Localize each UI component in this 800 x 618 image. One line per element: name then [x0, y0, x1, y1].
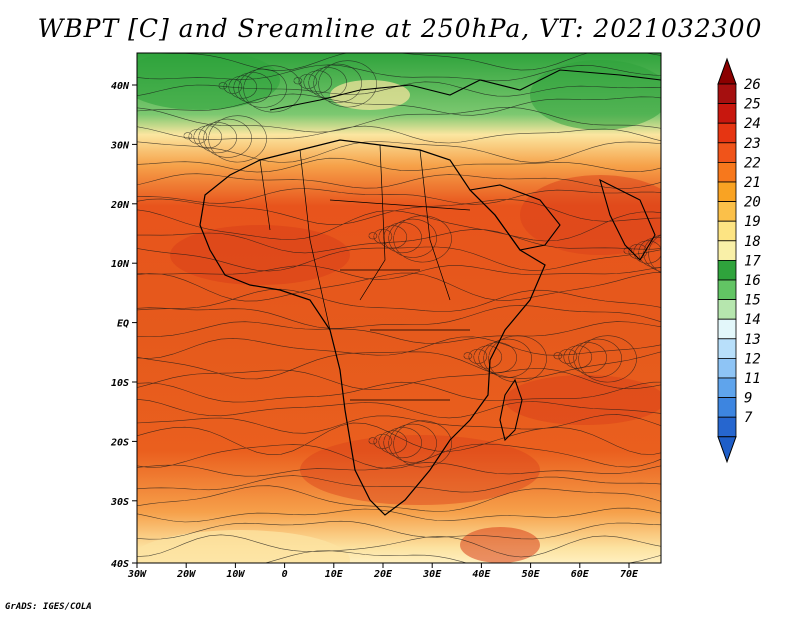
colorbar-label: 9	[744, 391, 752, 407]
lat-tick-label: EQ	[117, 319, 129, 330]
colorbar-swatch	[717, 122, 737, 144]
colorbar-swatch	[717, 103, 737, 124]
colorbar-label: 20	[744, 195, 761, 211]
colorbar-label: 23	[744, 136, 761, 152]
colorbar-swatch	[717, 220, 737, 242]
colorbar-swatch	[717, 181, 737, 203]
colorbar-label: 14	[744, 312, 761, 328]
lat-tick-label: 40N	[111, 81, 130, 92]
lon-tick-label: 40E	[472, 569, 491, 580]
colorbar-label: 26	[744, 77, 761, 93]
map-frame	[136, 52, 662, 564]
lon-tick-label: 60E	[571, 569, 590, 580]
colorbar-label: 12	[744, 351, 761, 367]
colorbar-swatch	[717, 338, 737, 359]
lon-tick-label: 10E	[325, 569, 344, 580]
lat-tick-label: 20S	[110, 437, 129, 448]
lon-tick-label: 50E	[522, 569, 541, 580]
colorbar-label: 11	[744, 371, 761, 387]
colorbar-swatch	[717, 161, 737, 183]
colorbar-swatch	[717, 279, 737, 301]
colorbar-swatch	[717, 142, 737, 163]
longitude-axis: 30W 20W 10W 0 10E 20E 30E 40E 50E 60E 70E	[127, 563, 639, 580]
colorbar-swatch	[717, 299, 737, 320]
lat-tick-label: 10S	[111, 378, 129, 389]
lon-tick-label: 20E	[373, 569, 393, 580]
colorbar-label: 19	[744, 214, 761, 230]
colorbar-label: 15	[744, 293, 761, 309]
colorbar-swatch	[717, 83, 737, 105]
lat-tick-label: 30S	[110, 497, 129, 508]
colorbar-label: 22	[744, 155, 761, 171]
lon-tick-label: 0	[282, 569, 288, 580]
colorbar-top-arrow	[717, 57, 737, 85]
colorbar-swatch	[717, 201, 737, 222]
lat-tick-label: 40S	[111, 559, 129, 570]
colorbar-label: 16	[744, 273, 761, 289]
colorbar-label: 24	[744, 116, 761, 132]
lat-tick-label: 20N	[110, 200, 130, 211]
colorbar-swatch	[717, 240, 737, 261]
lon-tick-label: 10W	[226, 569, 245, 580]
colorbar-swatch	[717, 377, 737, 399]
lat-tick-label: 30N	[110, 140, 130, 151]
coastlines	[199, 69, 661, 516]
colorbar-label: 21	[744, 175, 761, 191]
lat-tick-label: 10N	[111, 259, 130, 270]
colorbar-swatch	[717, 318, 737, 340]
streamlines	[137, 53, 661, 563]
chart-title: WBPT [C] and Sreamline at 250hPa, VT: 20…	[37, 14, 763, 43]
lon-tick-label: 70E	[620, 569, 639, 580]
lon-tick-label: 30W	[127, 569, 147, 580]
latitude-axis: 40N 30N 20N 10N EQ 10S 20S 30S 40S	[110, 81, 137, 570]
colorbar-label: 7	[744, 410, 753, 426]
colorbar-swatch	[717, 397, 737, 418]
colorbar-label: 18	[744, 234, 761, 250]
grads-credit: GrADS: IGES/COLA	[5, 602, 92, 612]
colorbar-swatch	[717, 416, 737, 438]
colorbar-label: 13	[744, 332, 761, 348]
colorbar-swatch	[717, 357, 737, 379]
colorbar-label: 17	[744, 253, 761, 269]
colorbar: 26 25 24 23 22 21 20 19 18 17 16 15 14 13 12 11 9 7	[717, 57, 761, 464]
colorbar-bottom-arrow	[717, 436, 737, 464]
colorbar-label: 25	[744, 97, 761, 113]
wbpt-field	[137, 53, 661, 563]
lon-tick-label: 20W	[176, 569, 196, 580]
lon-tick-label: 30E	[422, 569, 442, 580]
colorbar-swatch	[717, 259, 737, 281]
